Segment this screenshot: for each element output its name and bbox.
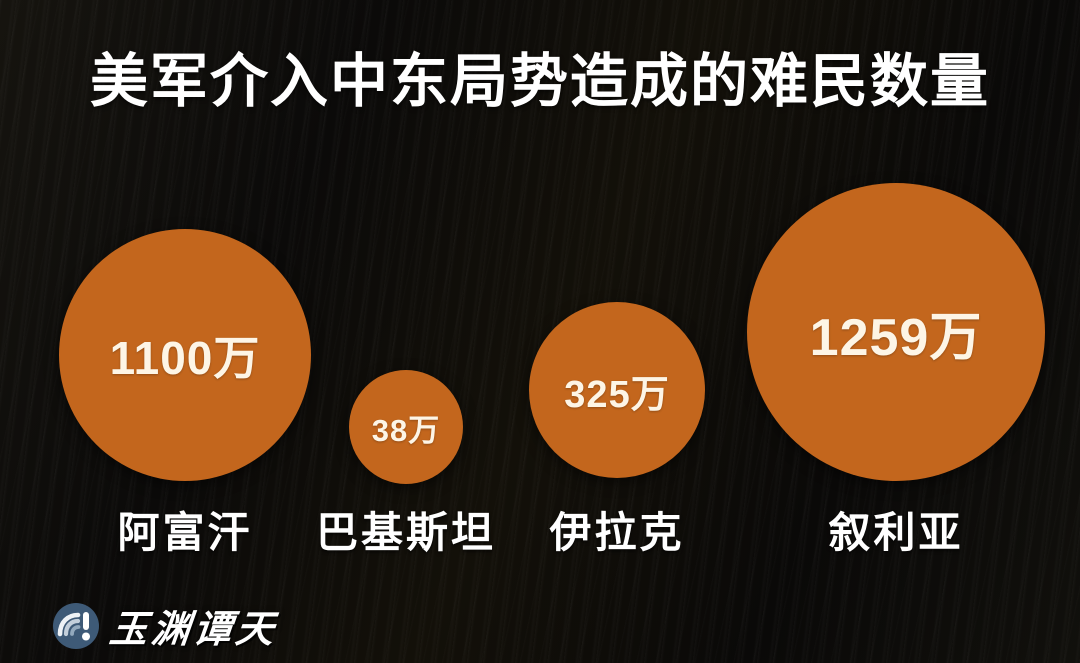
chart-title: 美军介入中东局势造成的难民数量 bbox=[89, 49, 990, 114]
bubble-circle: 325万 bbox=[529, 302, 705, 478]
country-label: 巴基斯坦 bbox=[315, 509, 497, 556]
country-label: 叙利亚 bbox=[828, 509, 964, 556]
bubble-circle: 1100万 bbox=[59, 229, 311, 481]
watermark: 玉渊谭天 bbox=[52, 598, 280, 653]
bubble-circle: 38万 bbox=[349, 370, 463, 484]
bubble-value-label: 325万 bbox=[564, 373, 670, 416]
bubble-value-label: 1100万 bbox=[109, 332, 261, 384]
watermark-brand-text: 玉渊谭天 bbox=[107, 609, 280, 651]
bubble-circle: 1259万 bbox=[747, 183, 1045, 481]
country-label: 阿富汗 bbox=[117, 509, 253, 556]
country-label: 伊拉克 bbox=[549, 509, 685, 556]
bubble-value-label: 1259万 bbox=[809, 308, 983, 367]
wave-exclamation-logo-icon bbox=[52, 602, 100, 650]
bubble-value-label: 38万 bbox=[371, 412, 441, 448]
